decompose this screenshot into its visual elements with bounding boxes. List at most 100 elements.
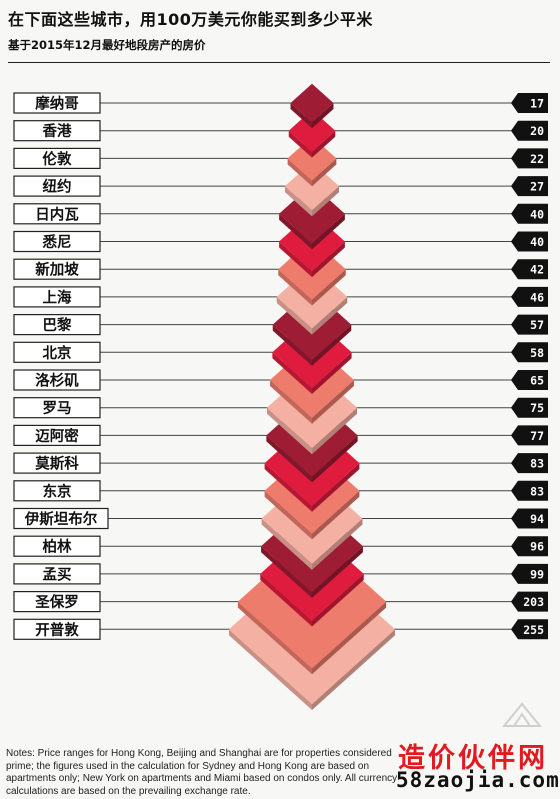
value-label: 65 <box>530 374 544 388</box>
diamond-side-right <box>312 324 352 366</box>
diamond-side-right <box>312 601 387 675</box>
diamond-side-left <box>290 103 312 129</box>
value-tag <box>511 480 548 501</box>
watermark-logo-icon <box>501 702 543 727</box>
value-label: 20 <box>530 124 544 138</box>
city-label: 巴黎 <box>43 316 72 334</box>
chart-notes: Notes: Price ranges for Hong Kong, Beiji… <box>6 748 398 796</box>
diamond-side-right <box>312 352 352 394</box>
diamond-side-right <box>312 573 364 627</box>
value-label: 57 <box>530 318 544 332</box>
city-label-box <box>13 203 101 225</box>
diamond-side-right <box>312 546 363 599</box>
diamond-side-right <box>312 296 348 335</box>
city-label: 东京 <box>43 482 72 500</box>
value-tag <box>511 591 548 612</box>
value-tag <box>511 286 548 307</box>
value-tag <box>511 619 548 640</box>
value-tag <box>511 176 548 197</box>
diamond-side-left <box>260 573 312 627</box>
value-label: 77 <box>530 429 544 443</box>
value-label: 22 <box>530 152 544 166</box>
value-tag <box>511 203 548 224</box>
diamond-mark <box>287 136 337 187</box>
value-tag <box>511 425 548 446</box>
value-tag <box>511 148 548 169</box>
diamond-side-right <box>312 490 360 540</box>
diamond-side-right <box>312 435 358 483</box>
city-label: 香港 <box>43 122 72 140</box>
diamond-side-left <box>264 463 312 512</box>
city-label-box <box>13 175 101 197</box>
city-label: 伊斯坦布尔 <box>24 510 98 528</box>
value-tag <box>511 120 548 141</box>
diamond-side-left <box>279 241 312 278</box>
value-tag <box>511 231 548 252</box>
diamond-side-right <box>312 269 346 306</box>
value-label: 83 <box>530 457 544 471</box>
value-label: 58 <box>530 346 544 360</box>
value-tag <box>511 93 548 113</box>
city-label: 新加坡 <box>35 261 79 279</box>
city-label: 纽约 <box>43 178 72 196</box>
diamond-side-right <box>312 629 396 711</box>
diamond-side-left <box>288 130 312 158</box>
city-label: 北京 <box>43 344 72 362</box>
diamond-side-right <box>312 158 337 187</box>
value-label: 17 <box>530 97 544 111</box>
city-label: 莫斯科 <box>35 455 79 473</box>
city-label-box <box>13 618 101 640</box>
diamond-side-left <box>264 490 312 540</box>
city-label: 日内瓦 <box>35 205 79 223</box>
diamond-mark <box>290 83 334 129</box>
city-label: 开普敦 <box>35 621 79 639</box>
city-label-box <box>13 314 101 336</box>
city-label-box <box>13 563 101 585</box>
diamond-side-right <box>312 463 360 512</box>
value-tag <box>511 536 548 557</box>
diamond-side-right <box>312 407 358 455</box>
diamond-side-left <box>228 629 312 711</box>
city-label-box <box>13 92 101 114</box>
diamond-side-right <box>312 380 354 424</box>
value-label: 40 <box>530 207 544 221</box>
city-label-box <box>13 369 101 391</box>
chart-title: 在下面这些城市，用100万美元你能买到多少平米 <box>8 10 373 29</box>
city-label-box <box>13 590 101 613</box>
value-label: 94 <box>530 512 544 526</box>
city-label-box <box>13 286 101 308</box>
diamond-side-left <box>284 186 312 217</box>
diamond-side-left <box>270 380 312 424</box>
diamond-face <box>290 83 334 123</box>
city-label-box <box>13 147 101 169</box>
watermark-brand: 造价伙伴网 <box>398 743 548 774</box>
title-divider <box>8 62 550 63</box>
value-label: 75 <box>530 401 544 415</box>
row-labels: 摩纳哥 17 香港 20 伦敦 22 纽约 27 日内瓦 40 悉尼 40 新加坡 42 上海 46 巴黎 57 北… <box>13 92 548 640</box>
diamond-side-left <box>278 269 312 306</box>
diamond-side-right <box>312 186 340 217</box>
pyramid-chart: 摩纳哥 17 香港 20 伦敦 22 纽约 27 日内瓦 40 悉尼 40 新加坡 42 上海 46 巴黎 57 北… <box>13 83 548 711</box>
diamond-side-left <box>287 158 312 187</box>
city-label-box <box>13 452 101 474</box>
city-label: 迈阿密 <box>35 427 79 445</box>
diamond-side-left <box>261 546 312 599</box>
diamond-side-left <box>272 352 312 394</box>
value-tag <box>511 370 548 390</box>
diamond-side-right <box>312 103 334 129</box>
value-tag <box>511 259 548 280</box>
city-label: 罗马 <box>43 400 72 417</box>
city-label-box <box>13 424 101 446</box>
city-label-box <box>13 341 101 363</box>
diamond-face <box>288 109 336 152</box>
city-label: 孟买 <box>43 566 72 583</box>
diamond-side-left <box>237 601 312 675</box>
city-label: 伦敦 <box>43 150 72 168</box>
city-label: 悉尼 <box>42 233 72 251</box>
city-label-box <box>13 507 109 530</box>
value-label: 96 <box>530 540 544 554</box>
city-label-box <box>13 535 101 557</box>
city-label: 洛杉矶 <box>35 372 79 390</box>
city-label-box <box>13 258 101 280</box>
diamond-face <box>287 136 337 181</box>
